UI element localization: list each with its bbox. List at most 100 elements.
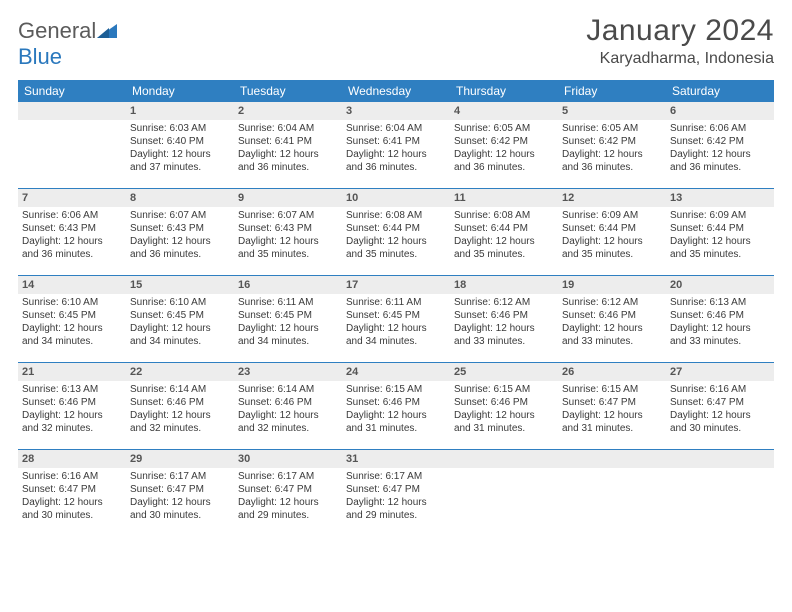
sunrise-text: Sunrise: 6:08 AM: [454, 209, 554, 222]
title-block: January 2024 Karyadharma, Indonesia: [586, 14, 774, 68]
day-number: 20: [666, 276, 774, 294]
day-body: Sunrise: 6:11 AMSunset: 6:45 PMDaylight:…: [234, 294, 342, 352]
sunrise-text: Sunrise: 6:03 AM: [130, 122, 230, 135]
sunrise-text: Sunrise: 6:16 AM: [22, 470, 122, 483]
daylight-text: Daylight: 12 hours and 34 minutes.: [238, 322, 338, 348]
day-body: Sunrise: 6:09 AMSunset: 6:44 PMDaylight:…: [666, 207, 774, 265]
sunrise-text: Sunrise: 6:13 AM: [22, 383, 122, 396]
daylight-text: Daylight: 12 hours and 34 minutes.: [346, 322, 446, 348]
daylight-text: Daylight: 12 hours and 35 minutes.: [562, 235, 662, 261]
day-number: 2: [234, 102, 342, 120]
day-cell: 28Sunrise: 6:16 AMSunset: 6:47 PMDayligh…: [18, 450, 126, 536]
daylight-text: Daylight: 12 hours and 35 minutes.: [346, 235, 446, 261]
day-number: 3: [342, 102, 450, 120]
sunset-text: Sunset: 6:43 PM: [238, 222, 338, 235]
day-body: Sunrise: 6:08 AMSunset: 6:44 PMDaylight:…: [342, 207, 450, 265]
day-body: Sunrise: 6:04 AMSunset: 6:41 PMDaylight:…: [342, 120, 450, 178]
brand-name: General Blue: [18, 18, 117, 70]
sunset-text: Sunset: 6:45 PM: [22, 309, 122, 322]
day-body: Sunrise: 6:13 AMSunset: 6:46 PMDaylight:…: [666, 294, 774, 352]
day-body: Sunrise: 6:04 AMSunset: 6:41 PMDaylight:…: [234, 120, 342, 178]
page-header: General Blue January 2024 Karyadharma, I…: [18, 14, 774, 70]
sunset-text: Sunset: 6:43 PM: [130, 222, 230, 235]
day-cell: 30Sunrise: 6:17 AMSunset: 6:47 PMDayligh…: [234, 450, 342, 536]
sunrise-text: Sunrise: 6:17 AM: [238, 470, 338, 483]
daylight-text: Daylight: 12 hours and 35 minutes.: [454, 235, 554, 261]
day-cell: 19Sunrise: 6:12 AMSunset: 6:46 PMDayligh…: [558, 276, 666, 362]
sunrise-text: Sunrise: 6:10 AM: [22, 296, 122, 309]
daylight-text: Daylight: 12 hours and 33 minutes.: [670, 322, 770, 348]
sunset-text: Sunset: 6:41 PM: [346, 135, 446, 148]
sunset-text: Sunset: 6:44 PM: [670, 222, 770, 235]
day-number: [450, 450, 558, 468]
sunset-text: Sunset: 6:46 PM: [454, 396, 554, 409]
daylight-text: Daylight: 12 hours and 35 minutes.: [670, 235, 770, 261]
day-number: 19: [558, 276, 666, 294]
day-body: Sunrise: 6:08 AMSunset: 6:44 PMDaylight:…: [450, 207, 558, 265]
sunrise-text: Sunrise: 6:11 AM: [238, 296, 338, 309]
day-header: Friday: [558, 80, 666, 102]
sunset-text: Sunset: 6:43 PM: [22, 222, 122, 235]
daylight-text: Daylight: 12 hours and 33 minutes.: [454, 322, 554, 348]
sunrise-text: Sunrise: 6:13 AM: [670, 296, 770, 309]
day-cell: 21Sunrise: 6:13 AMSunset: 6:46 PMDayligh…: [18, 363, 126, 449]
day-number: 9: [234, 189, 342, 207]
sunrise-text: Sunrise: 6:17 AM: [346, 470, 446, 483]
daylight-text: Daylight: 12 hours and 35 minutes.: [238, 235, 338, 261]
day-body: Sunrise: 6:17 AMSunset: 6:47 PMDaylight:…: [234, 468, 342, 526]
day-body: Sunrise: 6:07 AMSunset: 6:43 PMDaylight:…: [126, 207, 234, 265]
sunrise-text: Sunrise: 6:05 AM: [562, 122, 662, 135]
day-number: 24: [342, 363, 450, 381]
sunset-text: Sunset: 6:47 PM: [130, 483, 230, 496]
daylight-text: Daylight: 12 hours and 33 minutes.: [562, 322, 662, 348]
day-cell: 11Sunrise: 6:08 AMSunset: 6:44 PMDayligh…: [450, 189, 558, 275]
day-cell: 26Sunrise: 6:15 AMSunset: 6:47 PMDayligh…: [558, 363, 666, 449]
day-body: Sunrise: 6:15 AMSunset: 6:46 PMDaylight:…: [450, 381, 558, 439]
day-number: 29: [126, 450, 234, 468]
day-cell: 23Sunrise: 6:14 AMSunset: 6:46 PMDayligh…: [234, 363, 342, 449]
day-number: 30: [234, 450, 342, 468]
sunrise-text: Sunrise: 6:14 AM: [238, 383, 338, 396]
day-cell: 7Sunrise: 6:06 AMSunset: 6:43 PMDaylight…: [18, 189, 126, 275]
day-cell: 10Sunrise: 6:08 AMSunset: 6:44 PMDayligh…: [342, 189, 450, 275]
sunrise-text: Sunrise: 6:04 AM: [238, 122, 338, 135]
month-title: January 2024: [586, 14, 774, 48]
empty-cell: [450, 450, 558, 536]
sunrise-text: Sunrise: 6:12 AM: [562, 296, 662, 309]
daylight-text: Daylight: 12 hours and 32 minutes.: [130, 409, 230, 435]
day-body: Sunrise: 6:15 AMSunset: 6:47 PMDaylight:…: [558, 381, 666, 439]
sunset-text: Sunset: 6:42 PM: [454, 135, 554, 148]
day-body: Sunrise: 6:07 AMSunset: 6:43 PMDaylight:…: [234, 207, 342, 265]
daylight-text: Daylight: 12 hours and 31 minutes.: [346, 409, 446, 435]
day-body: Sunrise: 6:03 AMSunset: 6:40 PMDaylight:…: [126, 120, 234, 178]
day-body: Sunrise: 6:12 AMSunset: 6:46 PMDaylight:…: [558, 294, 666, 352]
day-body: Sunrise: 6:06 AMSunset: 6:42 PMDaylight:…: [666, 120, 774, 178]
sunrise-text: Sunrise: 6:10 AM: [130, 296, 230, 309]
day-body: Sunrise: 6:16 AMSunset: 6:47 PMDaylight:…: [666, 381, 774, 439]
day-cell: 2Sunrise: 6:04 AMSunset: 6:41 PMDaylight…: [234, 102, 342, 188]
day-number: 27: [666, 363, 774, 381]
day-number: 25: [450, 363, 558, 381]
sunset-text: Sunset: 6:44 PM: [454, 222, 554, 235]
sunrise-text: Sunrise: 6:14 AM: [130, 383, 230, 396]
daylight-text: Daylight: 12 hours and 31 minutes.: [454, 409, 554, 435]
day-cell: 16Sunrise: 6:11 AMSunset: 6:45 PMDayligh…: [234, 276, 342, 362]
sunrise-text: Sunrise: 6:12 AM: [454, 296, 554, 309]
empty-cell: [558, 450, 666, 536]
daylight-text: Daylight: 12 hours and 36 minutes.: [238, 148, 338, 174]
sunrise-text: Sunrise: 6:06 AM: [22, 209, 122, 222]
day-number: 28: [18, 450, 126, 468]
sunrise-text: Sunrise: 6:06 AM: [670, 122, 770, 135]
brand-logo-icon: [97, 18, 117, 44]
daylight-text: Daylight: 12 hours and 30 minutes.: [130, 496, 230, 522]
day-cell: 24Sunrise: 6:15 AMSunset: 6:46 PMDayligh…: [342, 363, 450, 449]
sunrise-text: Sunrise: 6:07 AM: [238, 209, 338, 222]
sunset-text: Sunset: 6:45 PM: [346, 309, 446, 322]
sunset-text: Sunset: 6:46 PM: [22, 396, 122, 409]
sunrise-text: Sunrise: 6:15 AM: [346, 383, 446, 396]
day-number: 31: [342, 450, 450, 468]
day-number: 21: [18, 363, 126, 381]
day-cell: 5Sunrise: 6:05 AMSunset: 6:42 PMDaylight…: [558, 102, 666, 188]
daylight-text: Daylight: 12 hours and 36 minutes.: [562, 148, 662, 174]
day-cell: 17Sunrise: 6:11 AMSunset: 6:45 PMDayligh…: [342, 276, 450, 362]
